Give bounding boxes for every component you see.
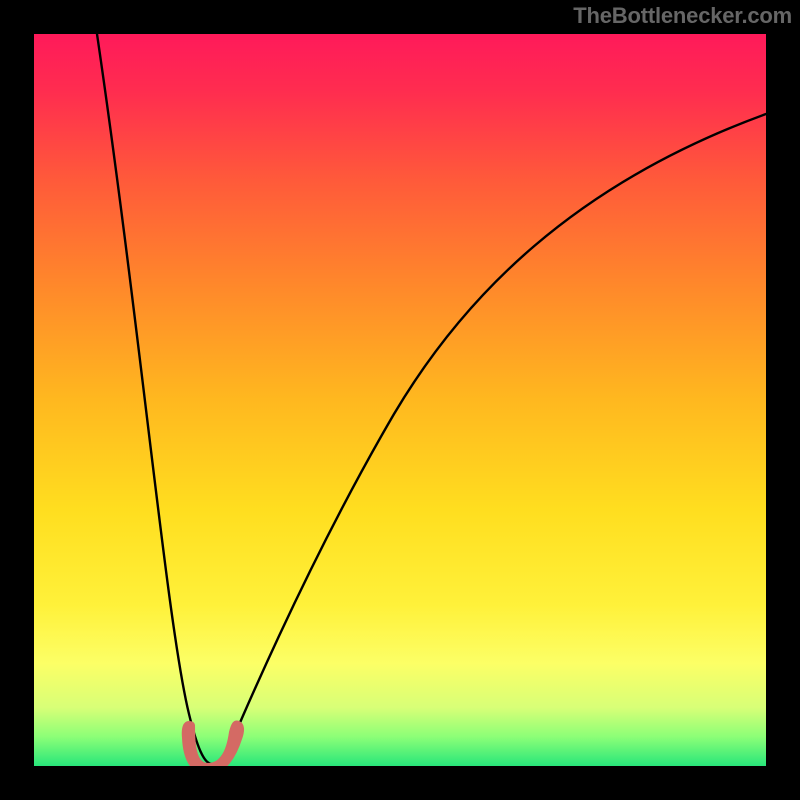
attribution-label: TheBottlenecker.com: [573, 3, 792, 29]
bottleneck-curve: [97, 34, 766, 764]
plot-area: [34, 34, 766, 766]
chart-root: { "attribution": { "text": "TheBottlenec…: [0, 0, 800, 800]
cusp-marker: [183, 721, 243, 766]
curve-overlay: [34, 34, 766, 766]
